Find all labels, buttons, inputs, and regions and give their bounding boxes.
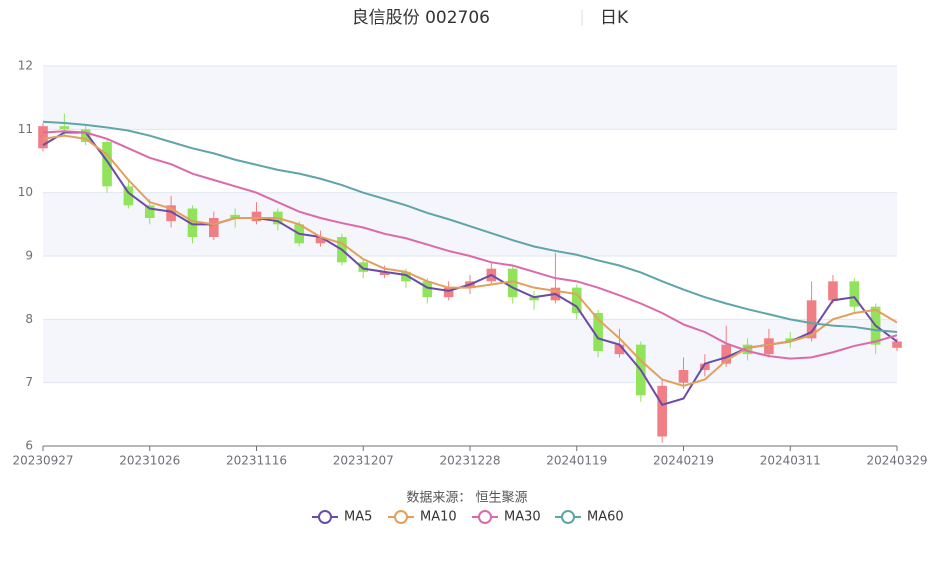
candle-body [657, 385, 667, 437]
ma-line [42, 120, 898, 333]
x-tick-label: 20231026 [119, 454, 180, 468]
y-tick-label: 10 [18, 185, 33, 199]
candle-body [828, 281, 838, 301]
candle-body [785, 338, 796, 342]
y-tick-label: 8 [25, 312, 33, 326]
candle-body [166, 205, 176, 222]
candle-body [593, 313, 603, 351]
candle-body [422, 281, 433, 298]
x-tick-label: 20231116 [226, 454, 287, 468]
candle-body [358, 262, 369, 272]
candle-body [251, 211, 262, 222]
y-tick-label: 12 [18, 59, 33, 73]
legend-marker [478, 510, 492, 524]
legend-label: MA30 [504, 510, 541, 525]
candle-body [80, 129, 91, 142]
y-tick-label: 11 [18, 122, 33, 136]
candle-body [38, 126, 48, 149]
candle-body [678, 370, 689, 383]
candle-body [443, 287, 454, 298]
legend-label: MA60 [587, 510, 624, 525]
ma-line [42, 134, 898, 387]
candle-body [123, 186, 134, 206]
candle-body [764, 338, 774, 355]
legend-label: MA10 [420, 510, 457, 525]
candle-body [401, 271, 411, 282]
x-tick-label: 20240329 [866, 454, 927, 468]
split-area [43, 319, 897, 383]
candle-body [59, 126, 70, 130]
candle-body [892, 341, 902, 348]
x-tick-label: 20240311 [760, 454, 821, 468]
y-tick-label: 6 [25, 439, 33, 453]
chart-title: 良信股份 002706 [352, 8, 490, 28]
x-tick-label: 20240119 [546, 454, 607, 468]
candle-body [700, 363, 710, 370]
candle-body [849, 281, 860, 307]
candle-body [742, 344, 753, 355]
x-tick-label: 20230927 [12, 454, 73, 468]
candle-body [230, 214, 240, 218]
split-area [43, 66, 897, 130]
candle-body [315, 237, 326, 244]
x-tick-label: 20231228 [439, 454, 500, 468]
legend-marker [561, 510, 575, 524]
candle-body [806, 300, 817, 339]
y-tick-label: 9 [25, 249, 33, 263]
x-tick-label: 20231207 [333, 454, 394, 468]
split-area [43, 192, 897, 256]
candle-body [144, 205, 155, 218]
source: 数据来源： 恒生聚源 [406, 491, 527, 506]
candle-body [529, 297, 539, 301]
candle-body [507, 268, 518, 298]
candle-body [379, 271, 390, 275]
candle-body [208, 218, 219, 237]
y-tick-label: 7 [25, 375, 33, 389]
x-tick-label: 20240219 [653, 454, 714, 468]
candle-body [102, 142, 112, 187]
candle-body [571, 287, 582, 313]
legend-marker [394, 510, 408, 524]
period-label: 日K [600, 8, 629, 28]
candle-body [187, 208, 198, 237]
legend-marker [318, 510, 332, 524]
legend-label: MA5 [344, 510, 372, 525]
candle-body [614, 344, 625, 355]
ma-line [42, 130, 898, 360]
candle-body [721, 344, 732, 364]
